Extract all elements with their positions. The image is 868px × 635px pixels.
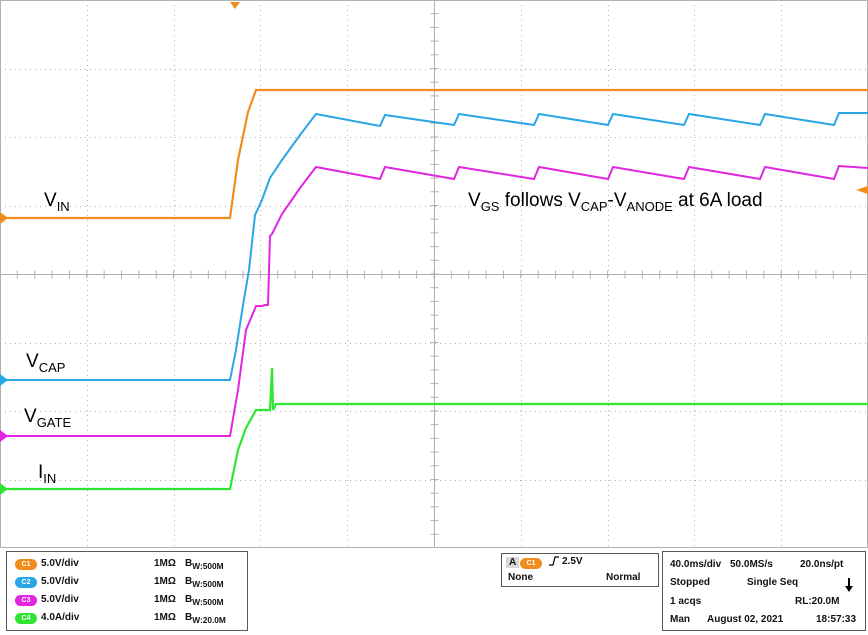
- channel-badge[interactable]: C4: [15, 613, 37, 624]
- channel-scale: 5.0V/div: [41, 576, 79, 587]
- label-vin: VIN: [44, 190, 70, 214]
- channel-settings-panel: C1 5.0V/div 1MΩ BW:500M C2 5.0V/div 1MΩ …: [6, 551, 248, 631]
- channel-bandwidth: BW:20.0M: [185, 612, 226, 625]
- channel-bandwidth: BW:500M: [185, 558, 224, 571]
- acquisition-date: August 02, 2021: [707, 614, 784, 625]
- trace-vin: [0, 88, 868, 220]
- channel-row-c4[interactable]: C4 4.0A/div 1MΩ BW:20.0M: [13, 612, 245, 626]
- channel-impedance: 1MΩ: [154, 612, 176, 623]
- waveform-display: VIN VCAP VGATE IIN VGS follows VCAP-VANO…: [0, 0, 868, 548]
- timebase[interactable]: 40.0ms/div: [670, 559, 722, 570]
- label-vgate: VGATE: [24, 406, 71, 430]
- trigger-mode-letter: A: [506, 557, 520, 568]
- trigger-sweep: Normal: [606, 572, 641, 583]
- channel-row-c3[interactable]: C3 5.0V/div 1MΩ BW:500M: [13, 594, 245, 608]
- channel-badge[interactable]: C2: [15, 577, 37, 588]
- trigger-level: 2.5V: [562, 556, 583, 567]
- down-arrow-icon: [844, 577, 854, 596]
- sample-rate: 50.0MS/s: [730, 559, 773, 570]
- trigger-source-badge: C1: [520, 558, 542, 569]
- trigger-coupling: None: [508, 572, 533, 583]
- ch1-ground-marker[interactable]: [0, 212, 8, 224]
- trigger-mode: Man: [670, 614, 690, 625]
- channel-row-c2[interactable]: C2 5.0V/div 1MΩ BW:500M: [13, 576, 245, 590]
- trigger-level-marker[interactable]: [856, 186, 868, 194]
- label-iin: IIN: [38, 462, 56, 486]
- annotation-vgs: VGS follows VCAP-VANODE at 6A load: [468, 190, 763, 214]
- acquisition-count: 1 acqs: [670, 596, 702, 607]
- channel-row-c1[interactable]: C1 5.0V/div 1MΩ BW:500M: [13, 558, 245, 572]
- resolution: 20.0ns/pt: [800, 559, 844, 570]
- rising-edge-icon: [548, 555, 560, 570]
- record-length: RL:20.0M: [795, 596, 840, 607]
- channel-bandwidth: BW:500M: [185, 576, 224, 589]
- graticule-grid: [0, 0, 868, 548]
- acquisition-time: 18:57:33: [816, 614, 857, 625]
- channel-badge[interactable]: C1: [15, 559, 37, 570]
- trace-vcap: [0, 112, 868, 381]
- acquisition-state: Stopped: [670, 577, 710, 588]
- channel-scale: 5.0V/div: [41, 594, 79, 605]
- channel-scale: 4.0A/div: [41, 612, 80, 623]
- trace-iin: [0, 367, 868, 491]
- label-vcap: VCAP: [26, 351, 65, 375]
- status-bar: C1 5.0V/div 1MΩ BW:500M C2 5.0V/div 1MΩ …: [0, 548, 868, 635]
- ch4-ground-marker[interactable]: [0, 483, 8, 495]
- waveform-svg: VIN VCAP VGATE IIN VGS follows VCAP-VANO…: [0, 0, 868, 548]
- channel-bandwidth: BW:500M: [185, 594, 224, 607]
- channel-scale: 5.0V/div: [41, 558, 79, 569]
- channel-badge[interactable]: C3: [15, 595, 37, 606]
- acquisition-mode[interactable]: Single Seq: [747, 577, 799, 588]
- ch2-ground-marker[interactable]: [0, 374, 8, 386]
- channel-impedance: 1MΩ: [154, 594, 176, 605]
- ch3-ground-marker[interactable]: [0, 430, 8, 442]
- acquisition-panel: 40.0ms/div 50.0MS/s 20.0ns/pt Stopped Si…: [662, 551, 866, 631]
- channel-impedance: 1MΩ: [154, 576, 176, 587]
- trace-vgate: [0, 164, 868, 437]
- trigger-panel[interactable]: A C1 2.5V None Normal: [501, 553, 659, 587]
- trigger-position-marker[interactable]: [230, 2, 240, 9]
- channel-impedance: 1MΩ: [154, 558, 176, 569]
